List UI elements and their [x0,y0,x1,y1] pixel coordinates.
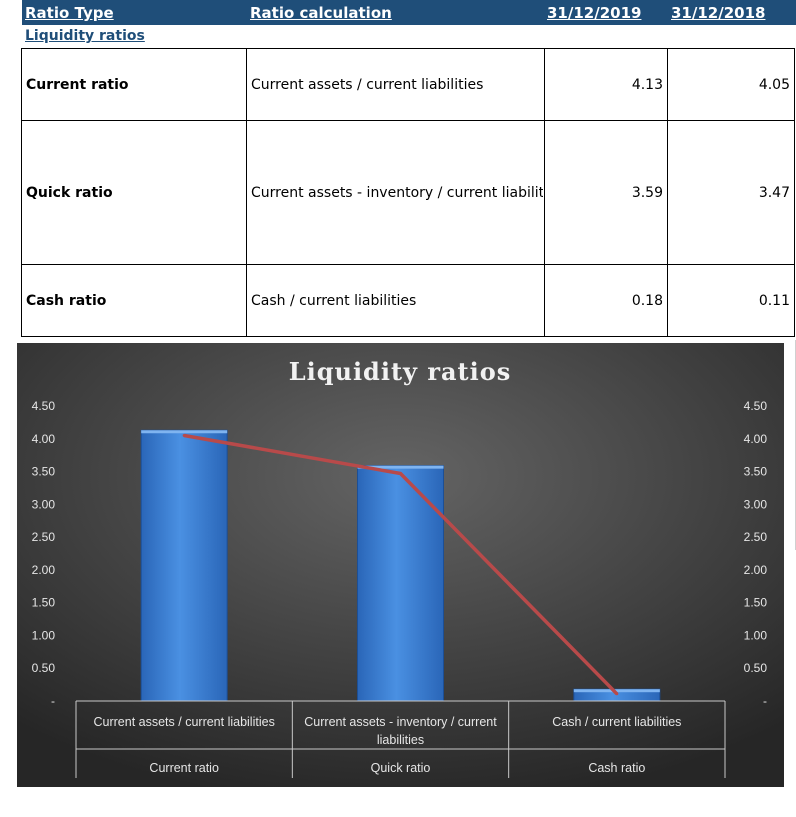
value-2019-cell: 4.13 [544,48,668,121]
value-2018-cell: 0.11 [667,264,795,337]
table-header-bar: Ratio Type Ratio calculation 31/12/2019 … [22,0,796,25]
value-2018-cell: 4.05 [667,48,795,121]
category-name-label: Cash ratio [588,761,645,775]
value-2019-cell: 0.18 [544,264,668,337]
ratio-calculation-text: Current assets - inventory / current lia… [251,184,543,201]
category-calc-label: Current assets - inventory / current [304,715,497,729]
header-2018: 31/12/2018 [671,4,766,22]
ratio-calculation-cell: Current assets - inventory / current lia… [246,120,545,265]
header-2019: 31/12/2019 [547,4,642,22]
y-tick-label-right: 4.00 [744,432,768,446]
y-tick-label-right: 2.50 [744,530,768,544]
y-tick-label-left: 2.00 [32,563,56,577]
bar [140,429,228,702]
y-tick-label-right: 3.00 [744,497,768,511]
bar-top-highlight [573,689,660,693]
y-tick-label-left: 3.00 [32,497,56,511]
header-ratio-type: Ratio Type [25,4,114,22]
y-tick-label-right: - [763,694,767,708]
header-ratio-calculation: Ratio calculation [250,4,392,22]
section-title: Liquidity ratios [25,28,145,44]
ratios-table: Current ratio Current assets / current l… [21,48,795,337]
y-tick-label-right: 0.50 [744,661,768,675]
y-tick-label-left: 2.50 [32,530,56,544]
ratio-calculation-text: Cash / current liabilities [251,292,417,309]
table-row: Quick ratio Current assets - inventory /… [21,120,795,265]
y-tick-label-left: 4.00 [32,432,56,446]
chart-title: Liquidity ratios [289,357,512,386]
category-name-label: Quick ratio [371,761,431,775]
y-tick-label-right: 1.00 [744,628,768,642]
y-tick-label-left: 1.00 [32,628,56,642]
ratio-calculation-cell: Cash / current liabilities [246,264,545,337]
ratio-calculation-text: Current assets / current liabilities [251,76,484,93]
value-2018-cell: 3.47 [667,120,795,265]
bar [357,465,444,702]
table-row: Cash ratio Cash / current liabilities 0.… [21,264,795,337]
y-tick-label-left: - [51,694,55,708]
category-calc-label: Current assets / current liabilities [94,715,275,729]
category-name-label: Current ratio [149,761,219,775]
y-tick-label-left: 0.50 [32,661,56,675]
line-point [399,472,402,476]
y-tick-label-left: 3.50 [32,465,56,479]
category-calc-label: Cash / current liabilities [552,715,681,729]
chart-svg: Liquidity ratios - 0.50 1.00 1.50 2.00 2.50 3.… [17,343,784,787]
line-point [182,434,186,437]
y-tick-label-right: 2.00 [744,563,768,577]
ratio-calculation-cell: Current assets / current liabilities [246,48,545,121]
y-tick-label-right: 1.50 [744,596,768,610]
y-tick-label-left: 4.50 [32,399,56,413]
ratio-type-cell: Current ratio [21,48,247,121]
bar-top-highlight [141,430,228,434]
line-point [615,692,619,696]
ratio-type-cell: Cash ratio [21,264,247,337]
y-tick-label-left: 1.50 [32,596,56,610]
y-tick-label-right: 3.50 [744,465,768,479]
ratio-type-cell: Quick ratio [21,120,247,265]
bar-top-highlight [357,465,444,469]
category-calc-label: liabilities [377,733,424,747]
value-2019-cell: 3.59 [544,120,668,265]
y-tick-label-right: 4.50 [744,399,768,413]
liquidity-chart: Liquidity ratios - 0.50 1.00 1.50 2.00 2.50 3.… [17,343,784,787]
table-row: Current ratio Current assets / current l… [21,48,795,121]
